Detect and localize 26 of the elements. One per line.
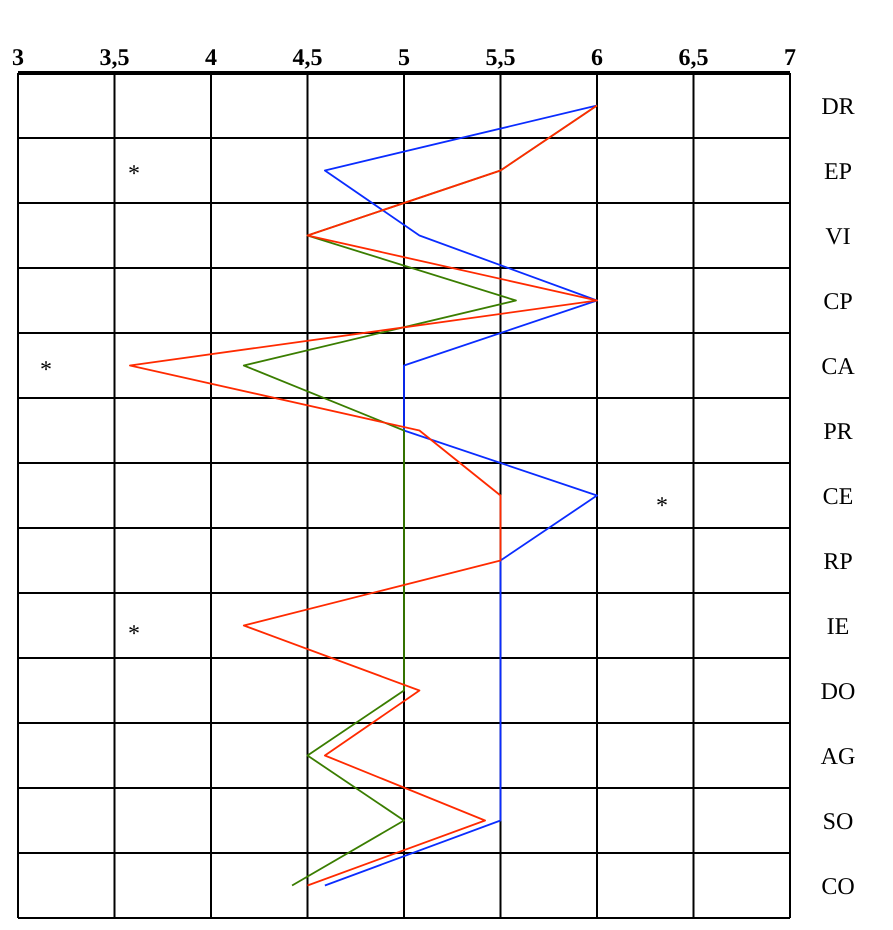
y-tick-label: DO <box>820 679 856 706</box>
y-tick-label: CO <box>821 874 855 900</box>
x-tick-label: 7 <box>784 45 796 71</box>
x-tick-label: 6,5 <box>678 45 708 71</box>
x-tick-label: 3 <box>12 45 24 71</box>
x-tick-label: 4,5 <box>292 45 322 71</box>
annotation: * <box>656 493 668 519</box>
annotation: * <box>128 161 140 187</box>
y-tick-label: VI <box>825 224 851 250</box>
annotation: * <box>40 357 52 383</box>
y-tick-label: CA <box>821 354 856 380</box>
y-tick-label: RP <box>823 549 853 576</box>
y-tick-label: SO <box>822 809 854 836</box>
y-tick-label: DR <box>821 94 855 120</box>
y-tick-label: EP <box>824 159 852 186</box>
y-tick-label: CP <box>823 289 853 316</box>
y-tick-label: AG <box>820 744 856 770</box>
annotation: * <box>128 621 140 647</box>
x-tick-label: 5 <box>398 45 410 71</box>
x-tick-label: 5,5 <box>486 45 516 71</box>
y-tick-label: CE <box>822 484 854 510</box>
x-tick-label: 6 <box>591 45 603 71</box>
y-tick-label: IE <box>826 614 850 640</box>
y-tick-label: PR <box>823 419 853 446</box>
x-tick-label: 3,5 <box>100 45 130 71</box>
x-tick-label: 4 <box>205 45 217 71</box>
